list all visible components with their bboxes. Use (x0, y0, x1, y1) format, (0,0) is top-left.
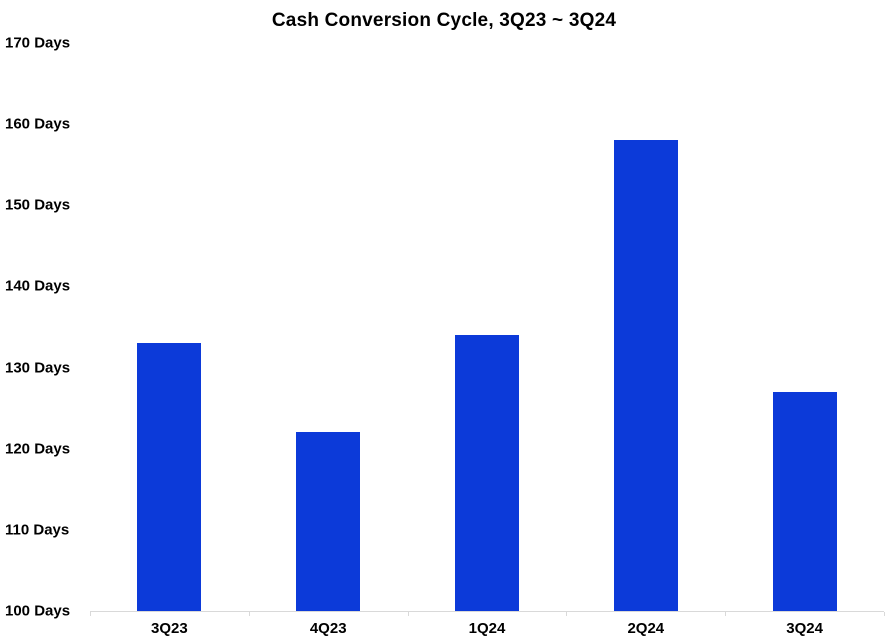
x-axis-tick (407, 612, 409, 616)
x-axis-tick (90, 612, 91, 616)
y-axis-tick-label: 110 Days (5, 521, 70, 539)
y-axis-tick-label: 160 Days (5, 115, 71, 133)
y-axis-tick-label: 170 Days (5, 34, 71, 52)
x-axis-tick (566, 612, 568, 616)
x-axis-category-label: 2Q24 (627, 620, 665, 637)
bar-1q24 (455, 335, 519, 611)
x-axis-category-label: 3Q24 (786, 620, 823, 637)
y-axis-tick-label: 100 Days (5, 602, 71, 620)
bar-2q24 (613, 140, 678, 611)
x-axis-tick (248, 612, 250, 616)
y-axis-tick-label: 140 Days (5, 277, 71, 295)
x-axis-tick (884, 612, 885, 616)
bar-3q24 (772, 391, 837, 611)
x-axis-line (90, 611, 884, 612)
x-axis-category-label: 1Q24 (468, 620, 506, 637)
chart-title: Cash Conversion Cycle, 3Q23 ~ 3Q24 (271, 10, 617, 31)
x-axis-category-label: 3Q23 (151, 620, 188, 637)
y-axis-tick-label: 150 Days (5, 196, 71, 214)
y-axis-tick-label: 130 Days (5, 359, 71, 377)
bar-3q23 (137, 343, 202, 611)
x-axis-tick (725, 612, 727, 616)
y-axis-tick-label: 120 Days (5, 440, 71, 458)
bar-4q23 (296, 432, 361, 611)
x-axis-category-label: 4Q23 (309, 620, 347, 637)
